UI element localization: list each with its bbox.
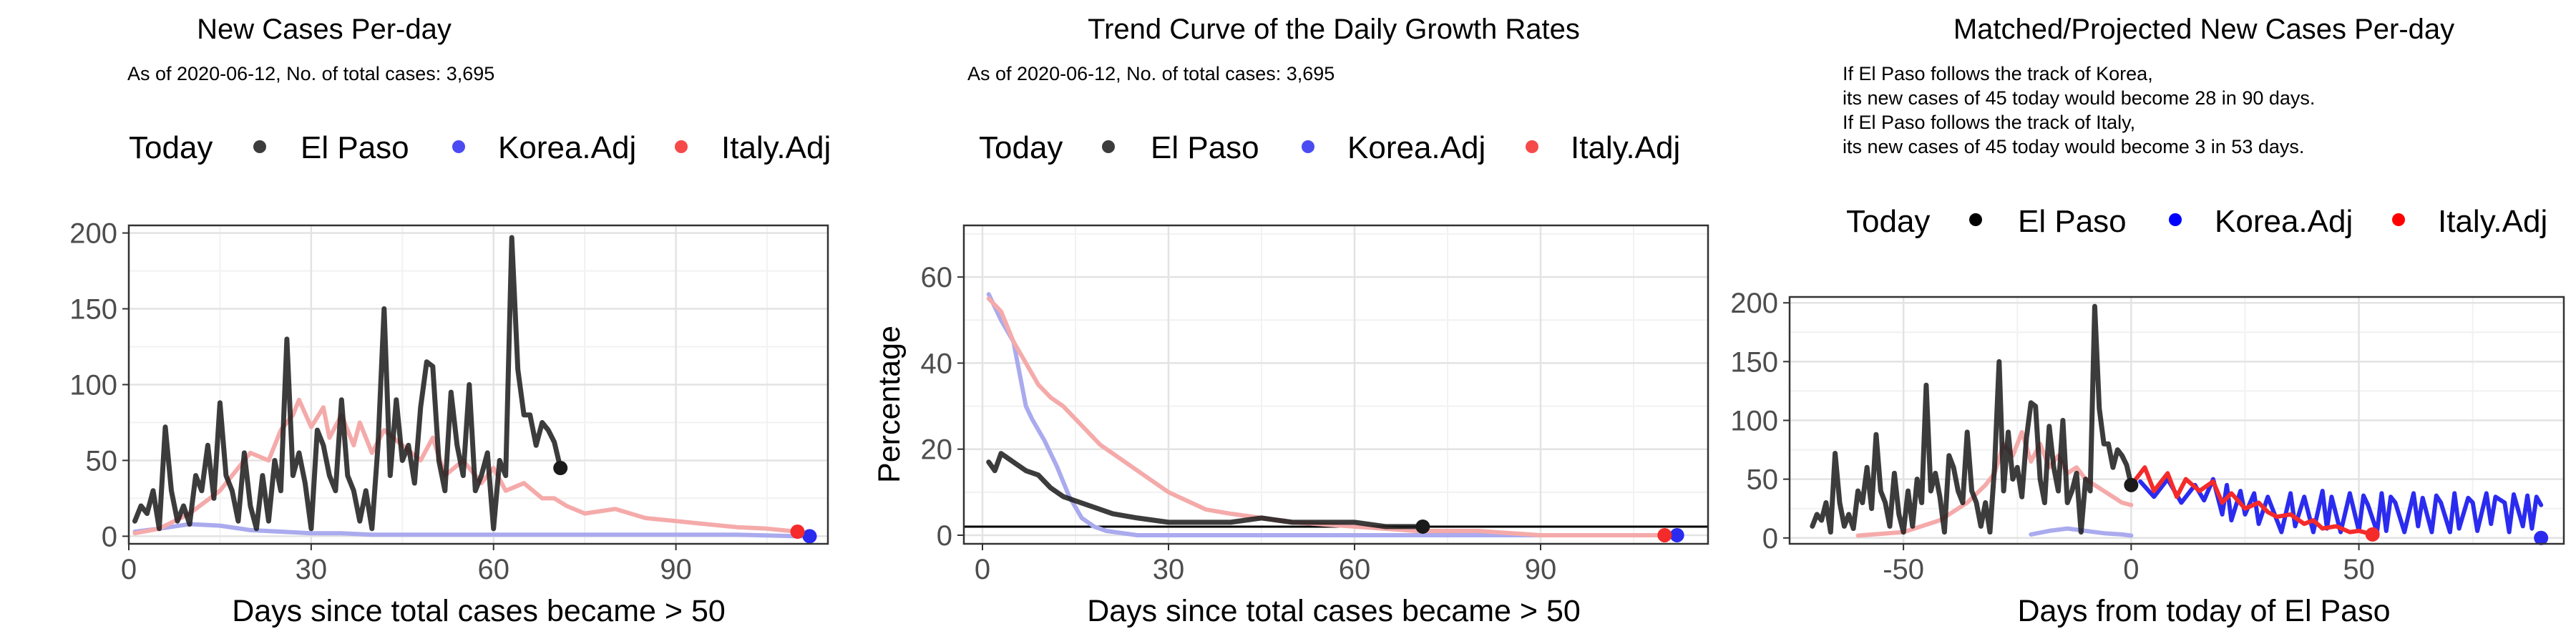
panel-growth-rates: Trend Curve of the Daily Growth Rates As… <box>859 0 1717 644</box>
subtitle-line: As of 2020-06-12, No. of total cases: 3,… <box>127 63 494 84</box>
y-tick-label: 0 <box>937 520 952 552</box>
grid <box>964 225 1708 544</box>
legend-label-italy: Italy.Adj <box>2438 204 2547 239</box>
y-tick-label: 100 <box>69 370 117 401</box>
chart-title: Trend Curve of the Daily Growth Rates <box>1088 14 1580 45</box>
legend-dot-el-paso <box>253 140 266 153</box>
legend-label-el-paso: El Paso <box>1151 130 1259 165</box>
x-tick-label: 30 <box>296 554 328 585</box>
x-tick-label: 60 <box>1339 554 1371 585</box>
plot-border <box>962 224 1709 545</box>
subtitle-line: If El Paso follows the track of Italy, <box>1843 112 2135 133</box>
series-line-korea-adj-matched <box>2029 526 2134 538</box>
x-axis-label: Days from today of El Paso <box>2018 594 2391 628</box>
series-lines <box>1810 303 2544 538</box>
y-tick-label: 0 <box>1762 523 1778 555</box>
legend: Today El Paso Korea.Adj Italy.Adj <box>979 130 1680 165</box>
legend-label-korea: Korea.Adj <box>1347 130 1485 165</box>
y-tick-label: 150 <box>1730 346 1778 378</box>
today-marker-italy-adj <box>1657 527 1672 542</box>
x-tick-label: 90 <box>660 554 692 585</box>
legend-label-el-paso: El Paso <box>301 130 409 165</box>
x-tick-label: 50 <box>2343 554 2375 585</box>
legend-dot-korea <box>2169 213 2182 226</box>
x-tick-label: 30 <box>1153 554 1185 585</box>
series-line-el-paso <box>132 235 563 532</box>
legend-title: Today <box>1846 204 1930 239</box>
chart-title: Matched/Projected New Cases Per-day <box>1953 14 2454 45</box>
x-tick-label: 60 <box>477 554 509 585</box>
y-tick-label: 60 <box>921 262 953 293</box>
today-marker-korea-adj <box>1669 527 1684 542</box>
legend-dot-italy <box>675 140 688 153</box>
legend-dot-el-paso <box>1102 140 1115 153</box>
legend: Today El Paso Korea.Adj Italy.Adj <box>1846 204 2547 239</box>
y-tick-label: 50 <box>86 445 118 477</box>
y-tick-label: 200 <box>1730 288 1778 319</box>
legend-dot-italy <box>2392 213 2405 226</box>
subtitle-line: As of 2020-06-12, No. of total cases: 3,… <box>967 63 1335 84</box>
series-line-italy-adj <box>986 296 1667 537</box>
series-line-el-paso <box>1810 303 2134 535</box>
x-tick-label: 90 <box>1525 554 1557 585</box>
series-line-korea-adj <box>132 522 812 539</box>
plot-border <box>1788 296 2565 545</box>
legend-dot-italy <box>1526 140 1538 153</box>
y-tick-label: 0 <box>102 521 117 552</box>
y-tick-label: 40 <box>921 348 953 379</box>
legend-label-italy: Italy.Adj <box>1571 130 1680 165</box>
subtitle-block: If El Paso follows the track of Korea, i… <box>1843 63 2315 157</box>
panel-projected-cases: Matched/Projected New Cases Per-day If E… <box>1717 0 2576 644</box>
legend-title: Today <box>979 130 1063 165</box>
legend-dot-korea <box>1302 140 1314 153</box>
legend-dot-el-paso <box>1969 213 1982 226</box>
legend-label-italy: Italy.Adj <box>721 130 831 165</box>
legend-label-korea: Korea.Adj <box>2215 204 2353 239</box>
x-axis-label: Days since total cases became > 50 <box>232 594 726 628</box>
subtitle-line: its new cases of 45 today would become 3… <box>1843 136 2304 157</box>
subtitle-line: its new cases of 45 today would become 2… <box>1843 87 2315 109</box>
y-tick-label: 50 <box>1747 464 1779 496</box>
panel-new-cases: New Cases Per-day As of 2020-06-12, No. … <box>0 0 859 644</box>
legend-dot-korea <box>452 140 465 153</box>
today-marker-el-paso <box>2124 477 2139 492</box>
today-marker-korea-adj <box>2534 530 2549 545</box>
legend-title: Today <box>129 130 213 165</box>
x-tick-label: 0 <box>2123 554 2139 585</box>
legend: Today El Paso Korea.Adj Italy.Adj <box>129 130 831 165</box>
chart-growth-rates: Trend Curve of the Daily Growth Rates As… <box>872 14 1709 628</box>
y-tick-label: 200 <box>69 218 117 250</box>
y-axis-label: Percentage <box>872 326 907 483</box>
y-tick-label: 100 <box>1730 406 1778 437</box>
series-lines <box>986 292 1679 537</box>
plot-border <box>127 224 829 545</box>
legend-label-el-paso: El Paso <box>2018 204 2127 239</box>
subtitle-block: As of 2020-06-12, No. of total cases: 3,… <box>967 63 1335 84</box>
today-marker-el-paso <box>553 461 568 476</box>
x-tick-label: -50 <box>1883 554 1924 585</box>
chart-new-cases: New Cases Per-day As of 2020-06-12, No. … <box>69 14 831 628</box>
series-line-el-paso <box>986 451 1425 530</box>
x-tick-label: 0 <box>975 554 990 585</box>
subtitle-line: If El Paso follows the track of Korea, <box>1843 63 2153 84</box>
y-tick-label: 20 <box>921 434 953 466</box>
legend-label-korea: Korea.Adj <box>498 130 636 165</box>
grid <box>127 225 828 544</box>
chart-title: New Cases Per-day <box>197 14 452 45</box>
x-axis-label: Days since total cases became > 50 <box>1087 594 1581 628</box>
series-lines <box>132 235 812 539</box>
y-tick-label: 150 <box>69 294 117 326</box>
series-line-korea-adj <box>2138 477 2544 535</box>
today-marker-el-paso <box>1415 519 1430 534</box>
today-marker-korea-adj <box>802 529 817 544</box>
subtitle-block: As of 2020-06-12, No. of total cases: 3,… <box>127 63 494 84</box>
series-line-korea-adj <box>986 292 1679 537</box>
chart-projected-cases: Matched/Projected New Cases Per-day If E… <box>1730 14 2565 628</box>
x-tick-label: 0 <box>121 554 137 585</box>
series-line-italy-adj <box>2129 465 2375 537</box>
today-marker-italy-adj <box>790 525 805 540</box>
today-marker-italy-adj <box>2365 527 2380 542</box>
